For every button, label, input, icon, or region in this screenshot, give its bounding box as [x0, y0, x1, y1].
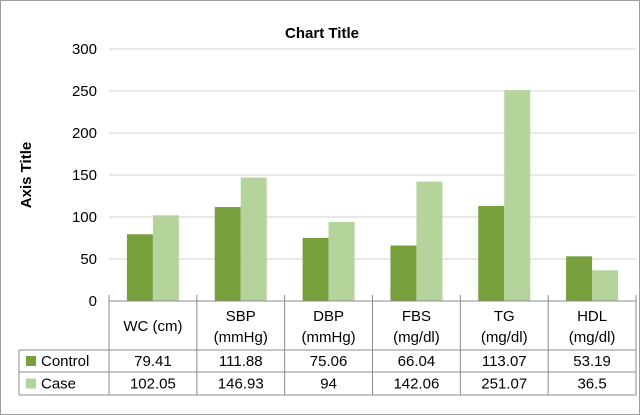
bar-case-2	[328, 222, 355, 301]
bar-control-4	[478, 206, 505, 301]
category-label: (mg/dl)	[569, 329, 616, 346]
category-label: (mmHg)	[302, 329, 356, 346]
data-label: 102.05	[130, 376, 176, 393]
y-axis-title: Axis Title	[18, 142, 35, 208]
chart-title: Chart Title	[285, 25, 359, 42]
bar-case-4	[504, 90, 531, 301]
y-axis-tick-labels: 0 50 100 150 200 250 300	[72, 41, 97, 310]
data-label: 53.19	[573, 353, 611, 370]
data-label: 111.88	[219, 353, 263, 370]
category-label: (mmHg)	[214, 329, 268, 346]
y-tick-label: 250	[72, 83, 97, 100]
y-tick-label: 50	[80, 251, 97, 268]
data-label: 146.93	[218, 376, 264, 393]
category-label: TG	[494, 308, 515, 325]
data-label: 251.07	[481, 376, 527, 393]
data-label: 36.5	[577, 376, 606, 393]
bars	[126, 90, 619, 301]
data-label: 66.04	[398, 353, 436, 370]
y-tick-label: 150	[72, 167, 97, 184]
legend-label: Control	[41, 353, 89, 370]
data-table: WC (cm) SBP (mmHg) DBP (mmHg) FBS (mg/dl) TG (mg…	[18, 295, 637, 396]
category-label: SBP	[226, 308, 256, 325]
legend-swatch-case	[26, 378, 36, 389]
bar-case-1	[240, 177, 267, 301]
bar-control-3	[390, 245, 417, 301]
category-label: FBS	[402, 308, 431, 325]
y-tick-label: 0	[89, 293, 97, 310]
category-label: (mg/dl)	[481, 329, 528, 346]
y-tick-label: 100	[72, 209, 97, 226]
bar-control-2	[302, 237, 329, 301]
bar-control-1	[214, 207, 241, 301]
bar-case-3	[416, 181, 443, 301]
data-label: 79.41	[134, 353, 172, 370]
y-tick-label: 300	[72, 41, 97, 58]
bar-control-5	[566, 256, 593, 301]
bar-case-0	[152, 215, 179, 301]
data-label: 142.06	[393, 376, 439, 393]
bar-case-5	[592, 270, 619, 301]
category-label: WC (cm)	[123, 318, 182, 335]
legend-label: Case	[41, 376, 76, 393]
category-label: (mg/dl)	[393, 329, 440, 346]
data-label: 113.07	[482, 353, 527, 370]
category-label: DBP	[313, 308, 344, 325]
category-label: HDL	[577, 308, 607, 325]
data-label: 75.06	[310, 353, 348, 370]
legend-swatch-control	[26, 356, 36, 366]
data-label: 94	[320, 376, 337, 393]
y-tick-label: 200	[72, 125, 97, 142]
bar-control-0	[126, 234, 153, 301]
